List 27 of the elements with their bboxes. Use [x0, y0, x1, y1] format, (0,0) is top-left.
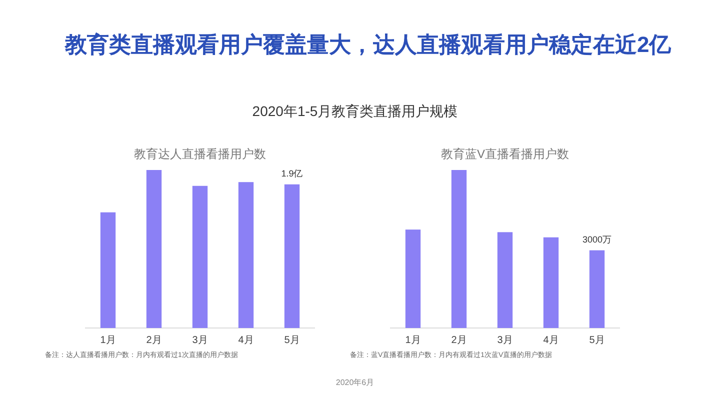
bar	[146, 170, 162, 328]
x-tick-label: 5月	[284, 335, 300, 346]
x-tick-label: 1月	[100, 335, 116, 346]
chart-title: 教育达人直播看播用户数	[134, 147, 266, 161]
bar	[543, 237, 559, 328]
bar	[497, 232, 513, 328]
bar	[405, 230, 421, 328]
x-tick-label: 4月	[238, 335, 254, 346]
x-tick-label: 3月	[497, 335, 513, 346]
bar	[192, 186, 208, 328]
x-tick-label: 2月	[451, 335, 467, 346]
x-tick-label: 3月	[192, 335, 208, 346]
text: 2020年6月	[336, 378, 374, 387]
text: 教育类直播观看用户覆盖量大，达人直播观看用户稳定在近2亿	[64, 32, 672, 57]
text: 2020年1-5月教育类直播用户规模	[252, 103, 458, 119]
bar	[238, 182, 254, 328]
bar	[100, 212, 116, 328]
bar	[284, 184, 300, 328]
x-tick-label: 2月	[146, 335, 162, 346]
bar	[589, 250, 605, 328]
x-tick-label: 1月	[405, 335, 421, 346]
bar	[451, 170, 467, 328]
chart-title: 教育蓝V直播看播用户数	[440, 147, 570, 161]
data-label: 3000万	[582, 234, 612, 244]
x-tick-label: 5月	[589, 335, 605, 346]
data-label: 1.9亿	[281, 168, 303, 178]
x-tick-label: 4月	[543, 335, 559, 346]
